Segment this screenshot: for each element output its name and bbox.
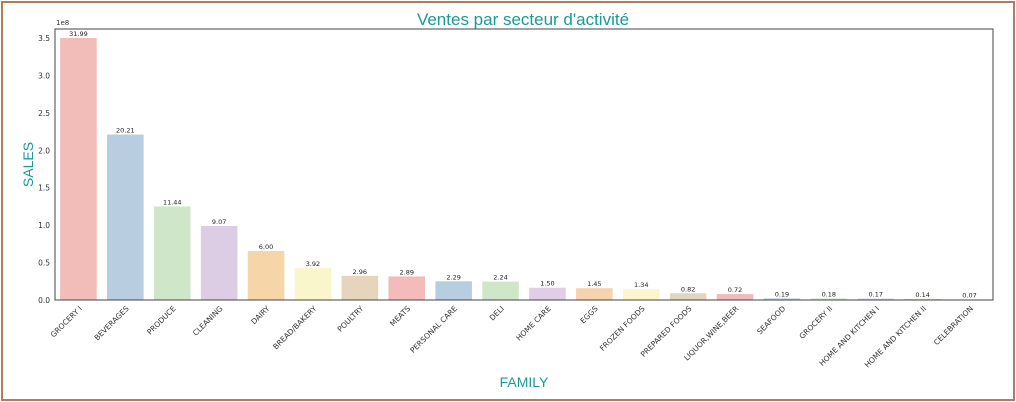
bar (107, 134, 144, 300)
x-tick-label: FROZEN FOODS (598, 304, 647, 353)
y-axis-ticks: 0.0 0.5 1.0 1.5 2.0 2.5 3.0 3.5 (38, 34, 50, 305)
y-tick-label: 2.0 (38, 146, 50, 155)
x-tick-label: HOME CARE (514, 304, 553, 343)
bar (435, 281, 472, 300)
bar (247, 250, 285, 300)
bar-data-label: 6.00 (259, 243, 273, 251)
bar-data-label: 31.99 (69, 30, 88, 38)
x-tick-label: MEATS (388, 304, 412, 328)
bar (904, 298, 941, 300)
bar (60, 37, 97, 300)
x-tick-label: BEVERAGES (93, 304, 131, 342)
bar-data-label: 0.14 (915, 291, 929, 299)
bar (716, 294, 754, 300)
bar-data-label: 1.50 (540, 280, 554, 288)
chart-title: Ventes par secteur d'activité (417, 10, 629, 29)
bar-data-label: 2.96 (353, 268, 367, 276)
bar (341, 275, 379, 300)
x-tick-label: PRODUCE (145, 304, 178, 337)
x-tick-label: CLEANING (191, 304, 225, 338)
y-tick-label: 1.0 (38, 221, 50, 230)
x-tick-label: EGGS (578, 304, 599, 325)
y-tick-label: 2.5 (38, 109, 50, 118)
bar (388, 276, 426, 300)
bar-data-label: 0.19 (775, 290, 789, 298)
plot-area-border (54, 28, 994, 301)
x-tick-label: DELI (488, 304, 506, 322)
bar-data-label: 2.29 (446, 273, 460, 281)
x-tick-label: PERSONAL CARE (408, 304, 459, 355)
y-axis-label: SALES (20, 142, 36, 187)
bar-data-label: 1.34 (634, 281, 648, 289)
bar (810, 298, 848, 300)
x-tick-label: DAIRY (249, 304, 271, 326)
bar-data-label: 2.89 (400, 268, 414, 276)
x-tick-label: SEAFOOD (755, 304, 787, 336)
y-axis-scale-label: 1e8 (56, 19, 69, 27)
bar-labels-layer: 31.99 20.21 11.44 9.07 6.00 3.92 2.96 2.89 2.29 2… (69, 30, 977, 299)
bars-layer (60, 37, 988, 301)
bar (529, 287, 566, 300)
bar-data-label: 0.07 (962, 291, 976, 299)
bar (153, 206, 191, 300)
bar (576, 288, 613, 300)
y-tick-label: 0.5 (38, 259, 50, 268)
x-axis-label: FAMILY (500, 374, 549, 390)
bar-data-label: 20.21 (116, 127, 135, 135)
bar (482, 281, 519, 300)
bar-data-label: 3.92 (306, 260, 320, 268)
x-axis-ticks: GROCERY I BEVERAGES PRODUCE CLEANING DAIRY BR… (49, 304, 975, 370)
x-tick-label: CELEBRATION (932, 304, 975, 347)
bar-data-label: 0.82 (681, 285, 695, 293)
bar-data-label: 9.07 (212, 218, 226, 226)
x-tick-label: PREPARED FOODS (639, 304, 694, 359)
y-tick-label: 0.0 (38, 296, 50, 305)
x-tick-label: GROCERY II (797, 304, 834, 341)
x-tick-label: GROCERY I (49, 304, 84, 339)
bar-data-label: 0.72 (728, 286, 742, 294)
y-tick-label: 1.5 (38, 184, 50, 193)
x-tick-label: POULTRY (336, 304, 366, 334)
bar-data-label: 11.44 (163, 198, 182, 206)
bar (669, 293, 707, 300)
bar-data-label: 1.45 (587, 280, 601, 288)
bar (763, 298, 801, 300)
x-tick-label: BREAD/BAKERY (271, 304, 319, 352)
bar-data-label: 0.18 (822, 291, 836, 299)
bar (622, 289, 660, 300)
y-tick-label: 3.5 (38, 34, 50, 43)
bar (857, 298, 895, 300)
y-tick-label: 3.0 (38, 71, 50, 80)
bar (200, 225, 238, 300)
bar-data-label: 0.17 (869, 291, 883, 299)
bar (294, 267, 332, 300)
bar-data-label: 2.24 (493, 274, 507, 282)
